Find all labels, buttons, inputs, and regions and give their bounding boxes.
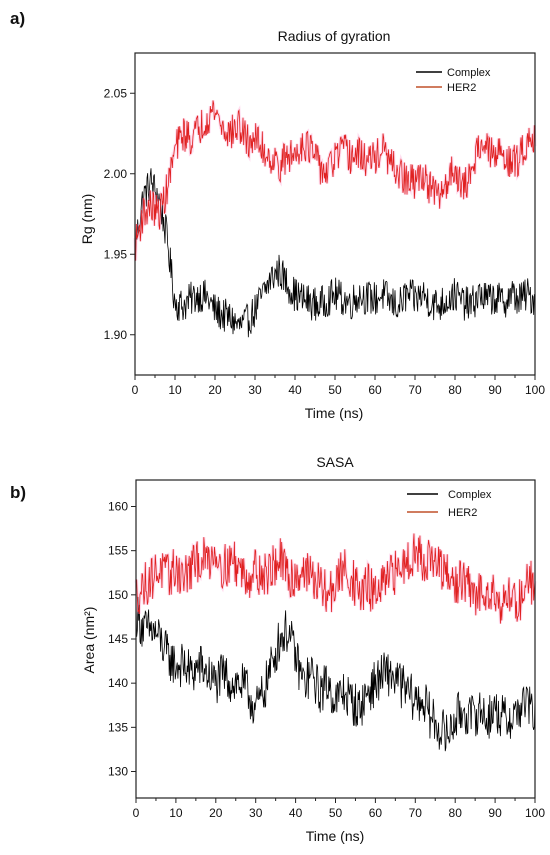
panel-a-y-tick-label: 1.95 (104, 247, 128, 261)
panel-b-x-tick-label: 30 (249, 806, 263, 820)
panel-a-x-tick-label: 10 (168, 383, 182, 397)
panel-a-x-tick-label: 30 (248, 383, 262, 397)
panel-a-x-axis-label: Time (ns) (305, 405, 364, 421)
panel-a-y-tick-label: 2.05 (104, 86, 128, 100)
panel-a-y-tick-label: 1.90 (104, 328, 128, 342)
panel-b-y-tick-label: 145 (108, 632, 128, 646)
panel-b-legend: Complex HER2 (407, 489, 492, 519)
panel-b-x-axis-label: Time (ns) (306, 828, 365, 844)
panel-b-x-tick-label: 70 (409, 806, 423, 820)
panel-b-legend-complex-label: Complex (448, 489, 492, 501)
panel-a-y-tick-label: 2.00 (104, 167, 128, 181)
panel-a-x-tick-label: 20 (208, 383, 222, 397)
panel-b-x-tick-label: 60 (369, 806, 383, 820)
panel-b-x-tick-label: 90 (488, 806, 502, 820)
panel-b-title: SASA (316, 454, 354, 470)
panel-b-y-axis-label: Area (nm²) (81, 607, 97, 674)
panel-a-x-tick-label: 50 (328, 383, 342, 397)
panel-a-x-tick-label: 100 (525, 383, 545, 397)
panel-a-plot: 0 10 20 30 40 50 60 70 80 90 100 1.90 1.95 2.00 2.05 (104, 52, 545, 397)
panel-b-x-tick-label: 10 (169, 806, 183, 820)
panel-b-plot: 0 10 20 30 40 50 60 70 80 90 100 130 135 140 145 150 155… (108, 479, 545, 820)
panel-b-x-tick-label: 20 (209, 806, 223, 820)
panel-b-y-tick-label: 140 (108, 676, 128, 690)
panel-b-series-her2-halo (134, 533, 537, 624)
panel-b-series-complex-line (135, 596, 536, 752)
panel-a-series-complex-line (134, 168, 536, 338)
panel-a-x-tick-label: 0 (132, 383, 139, 397)
panel-b-series-her2-line (135, 533, 536, 624)
panel-b-y-tick-label: 130 (108, 765, 128, 779)
panel-b: b) SASA 0 10 20 30 40 50 60 70 80 90 100 130 135 140 1… (10, 454, 545, 844)
panel-a-legend-complex-label: Complex (447, 67, 491, 79)
panel-b-y-tick-label: 150 (108, 588, 128, 602)
panel-b-y-tick-label: 160 (108, 500, 128, 514)
panel-a-x-tick-label: 80 (448, 383, 462, 397)
panel-a-x-tick-label: 70 (408, 383, 422, 397)
panel-b-x-tick-label: 100 (525, 806, 545, 820)
panel-b-x-tick-label: 0 (133, 806, 140, 820)
panel-a-y-axis-label: Rg (nm) (79, 194, 95, 245)
panel-a-plot-frame (134, 52, 536, 376)
panel-a: a) Radius of gyration 0 10 20 30 40 50 60 70 80 9… (10, 9, 545, 421)
panel-a-x-tick-label: 90 (488, 383, 502, 397)
panel-b-y-tick-label: 155 (108, 544, 128, 558)
panel-a-series-her2-line (134, 100, 536, 261)
panel-a-title: Radius of gyration (278, 28, 391, 44)
panel-a-label: a) (10, 9, 25, 28)
panel-b-y-tick-label: 135 (108, 720, 128, 734)
panel-b-legend-her2-label: HER2 (448, 507, 477, 519)
panel-b-x-tick-label: 40 (289, 806, 303, 820)
panel-a-legend-her2-label: HER2 (447, 82, 476, 94)
panel-b-plot-frame (135, 479, 536, 799)
panel-b-label: b) (10, 483, 26, 502)
panel-b-x-tick-label: 50 (329, 806, 343, 820)
panel-a-x-tick-label: 40 (288, 383, 302, 397)
panel-a-legend: Complex HER2 (416, 67, 491, 94)
panel-a-x-tick-label: 60 (368, 383, 382, 397)
panel-b-x-tick-label: 80 (449, 806, 463, 820)
